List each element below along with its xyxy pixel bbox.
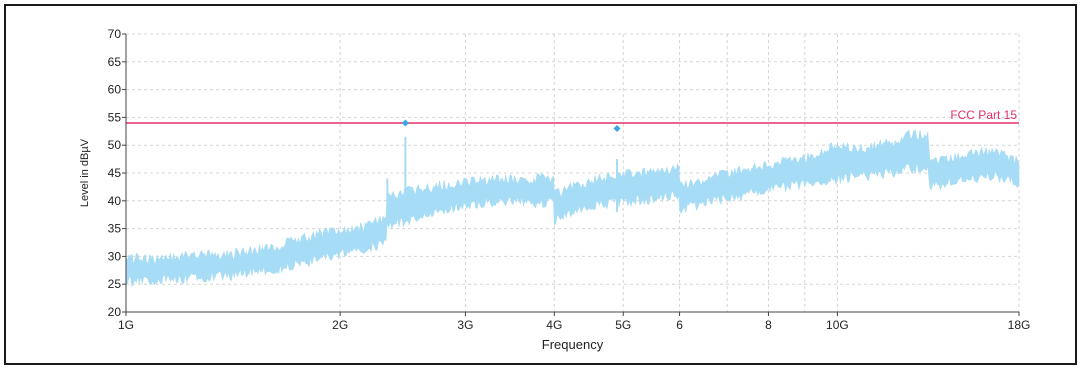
x-tick-label: 6 xyxy=(676,318,683,332)
y-axis-title: Level in dBµV xyxy=(79,138,91,207)
y-tick-label: 30 xyxy=(108,249,122,263)
x-tick-label: 5G xyxy=(615,318,631,332)
y-tick-label: 50 xyxy=(108,138,122,152)
y-tick-label: 25 xyxy=(108,277,122,291)
x-axis-title: Frequency xyxy=(542,337,604,352)
x-tick-label: 2G xyxy=(332,318,348,332)
x-tick-label: 4G xyxy=(546,318,562,332)
limit-line-label: FCC Part 15 xyxy=(950,108,1017,122)
grid xyxy=(126,33,1020,312)
y-tick-label: 40 xyxy=(108,194,122,208)
x-tick-label: 3G xyxy=(457,318,473,332)
peak-marker xyxy=(401,119,409,127)
limit-layer: FCC Part 15 xyxy=(126,108,1019,124)
series-layer xyxy=(125,129,1020,288)
y-tick-label: 35 xyxy=(108,222,122,236)
axes: 20 25 30 35 40 45 50 55 60 65 70 1G 2G 3G 4G 5G 6 8 10G 18G xyxy=(108,27,1031,332)
series-band-0 xyxy=(125,129,1020,288)
y-tick-label: 45 xyxy=(108,166,122,180)
marker-layer xyxy=(401,119,621,133)
x-tick-label: 18G xyxy=(1008,318,1031,332)
x-tick-label: 1G xyxy=(118,318,134,332)
x-tick-label: 10G xyxy=(826,318,849,332)
peak-marker xyxy=(613,125,621,133)
y-tick-label: 60 xyxy=(108,83,122,97)
y-tick-label: 55 xyxy=(108,110,122,124)
y-tick-label: 70 xyxy=(108,27,122,41)
y-tick-label: 65 xyxy=(108,55,122,69)
x-tick-label: 8 xyxy=(765,318,772,332)
y-tick-label: 20 xyxy=(108,305,122,319)
